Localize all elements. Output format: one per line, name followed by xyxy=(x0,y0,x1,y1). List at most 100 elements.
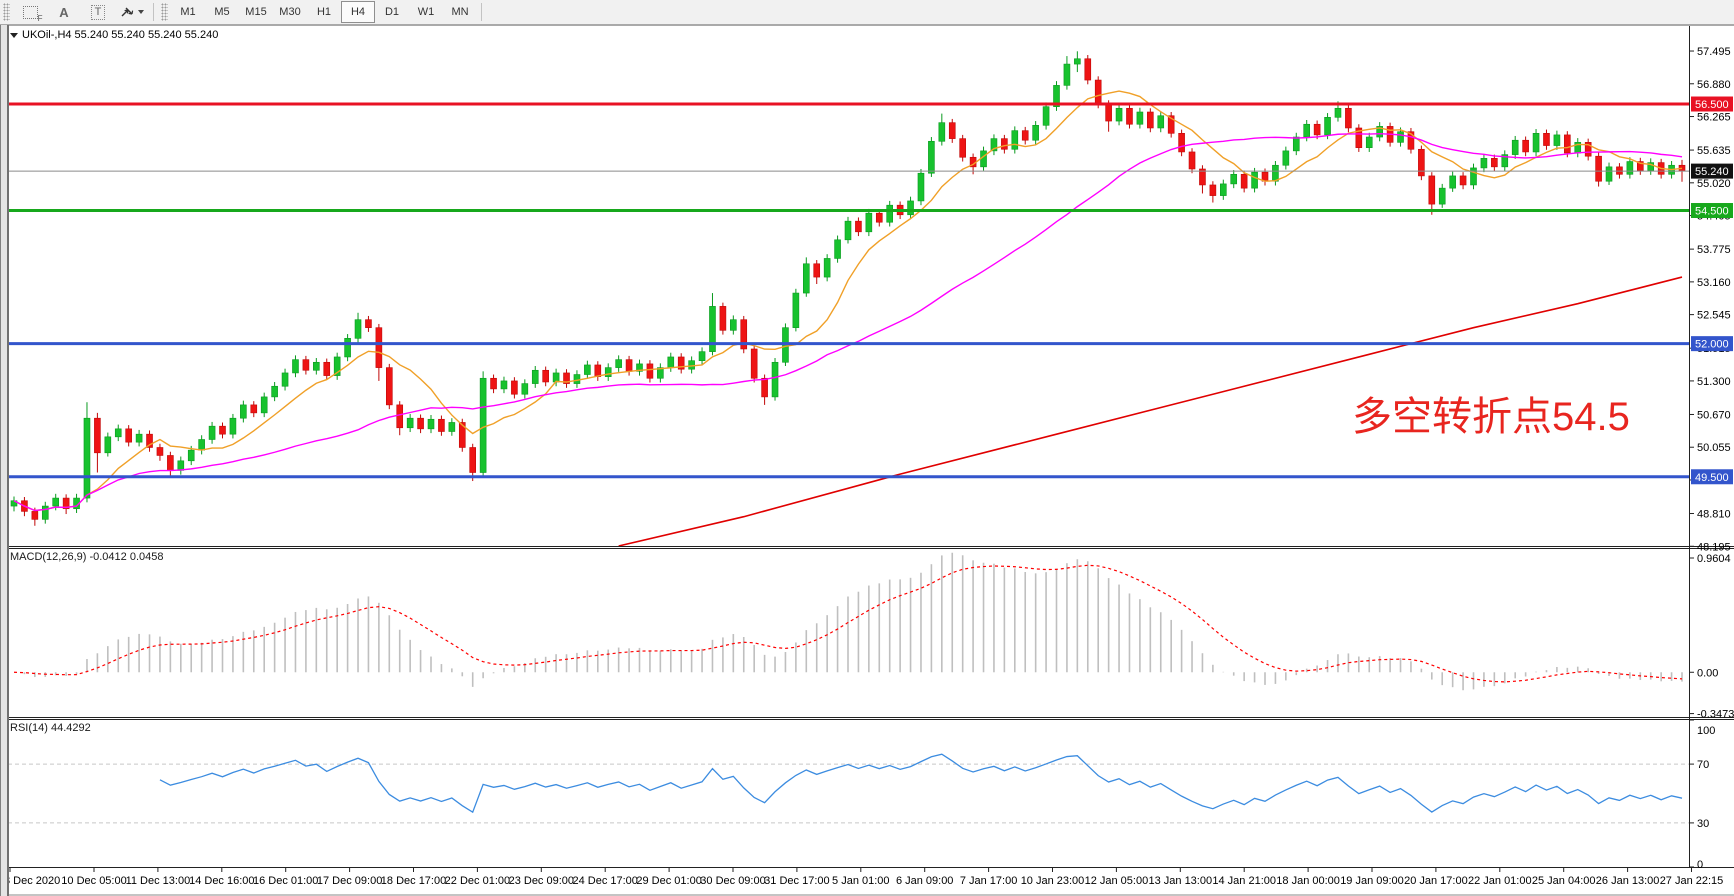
rsi-tick-label: 0 xyxy=(1697,859,1703,871)
macd-tick-label: -0.3473 xyxy=(1697,709,1734,721)
toolbar-separator xyxy=(153,3,154,21)
price-panel[interactable] xyxy=(8,26,1689,546)
tf-button-W1[interactable]: W1 xyxy=(417,6,435,18)
price-tick-label: 55.020 xyxy=(1697,178,1731,190)
rsi-tick-label: 30 xyxy=(1697,818,1709,830)
price-badge-54.500: 54.500 xyxy=(1691,203,1733,219)
tf-button-M5[interactable]: M5 xyxy=(214,6,230,18)
time-tick-label: 13 Jan 13:00 xyxy=(1148,875,1212,887)
grid-snap-button[interactable]: F xyxy=(13,1,47,23)
tf-button-D1[interactable]: D1 xyxy=(384,6,400,18)
time-tick-label: 18 Jan 00:00 xyxy=(1276,875,1340,887)
price-badge-text: 49.500 xyxy=(1695,472,1729,484)
time-tick-label: 6 Jan 09:00 xyxy=(896,875,954,887)
macd-tick-label: 0.9604 xyxy=(1697,553,1731,565)
price-tick-label: 50.055 xyxy=(1697,442,1731,454)
price-badge-52.000: 52.000 xyxy=(1691,336,1733,352)
font-a-icon: A xyxy=(59,4,69,20)
tf-button-M30[interactable]: M30 xyxy=(279,6,301,18)
toolbar-drag-handle-2[interactable] xyxy=(161,3,168,21)
grid-icon-label: F xyxy=(37,13,43,23)
time-tick-label: 14 Dec 16:00 xyxy=(189,875,254,887)
rsi-tick-label: 70 xyxy=(1697,759,1709,771)
price-tick-label: 48.810 xyxy=(1697,509,1731,521)
time-tick-label: 26 Jan 13:00 xyxy=(1596,875,1660,887)
chart-title: UKOil-,H4 55.240 55.240 55.240 55.240 xyxy=(22,29,219,41)
price-tick-label: 55.635 xyxy=(1697,145,1731,157)
ma-long-line[interactable] xyxy=(618,276,1683,547)
rsi-indicator-label: RSI(14) 44.4292 xyxy=(10,722,91,734)
time-tick-label: 11 Dec 13:00 xyxy=(126,875,191,887)
time-tick-label: 25 Jan 04:00 xyxy=(1532,875,1596,887)
rsi-tick-label: 100 xyxy=(1697,725,1715,737)
time-tick-label: 16 Dec 01:00 xyxy=(253,875,318,887)
rsi-line xyxy=(159,753,1683,814)
time-tick-label: 10 Jan 23:00 xyxy=(1021,875,1085,887)
macd-signal-line xyxy=(13,564,1683,683)
price-tick-label: 53.160 xyxy=(1697,277,1731,289)
candlestick-series xyxy=(10,51,1686,526)
time-tick-label: 22 Jan 01:00 xyxy=(1468,875,1532,887)
time-tick-label: 29 Dec 01:00 xyxy=(636,875,701,887)
ma-fast-line[interactable] xyxy=(13,90,1683,512)
annotation-text[interactable]: 多空转折点54.5 xyxy=(1352,395,1630,439)
window-left-splitter[interactable] xyxy=(0,25,9,896)
cursor-arrows-icon xyxy=(121,7,134,17)
time-tick-label: 22 Dec 01:00 xyxy=(445,875,510,887)
time-tick-label: 24 Dec 17:00 xyxy=(572,875,637,887)
time-tick-label: 30 Dec 09:00 xyxy=(700,875,765,887)
price-badge-55.240: 55.240 xyxy=(1691,163,1733,179)
price-badge-text: 52.000 xyxy=(1695,339,1729,351)
time-tick-label: 10 Dec 05:00 xyxy=(61,875,126,887)
price-tick-label: 53.775 xyxy=(1697,244,1731,256)
time-tick-label: 8 Dec 2020 xyxy=(4,875,60,887)
price-tick-label: 56.265 xyxy=(1697,112,1731,124)
toolbar-drag-handle[interactable] xyxy=(3,3,10,21)
rsi-panel[interactable] xyxy=(8,720,1689,867)
price-badge-56.500: 56.500 xyxy=(1691,96,1733,112)
price-tick-label: 57.495 xyxy=(1697,46,1731,58)
time-tick-label: 14 Jan 21:00 xyxy=(1212,875,1276,887)
macd-indicator-label: MACD(12,26,9) -0.0412 0.0458 xyxy=(10,551,164,563)
price-tick-label: 48.195 xyxy=(1697,541,1731,553)
text-label-icon: T xyxy=(90,4,106,20)
macd-histogram xyxy=(23,552,1683,691)
price-badge-text: 56.500 xyxy=(1695,99,1729,111)
time-tick-label: 7 Jan 17:00 xyxy=(960,875,1018,887)
symbol-dropdown-caret[interactable] xyxy=(10,32,18,38)
time-tick-label: 27 Jan 22:15 xyxy=(1660,875,1724,887)
price-tick-label: 50.670 xyxy=(1697,409,1731,421)
toolbar-separator-2 xyxy=(481,3,482,21)
tf-button-M15[interactable]: M15 xyxy=(245,6,267,18)
chart-title-row: UKOil-,H4 55.240 55.240 55.240 55.240 xyxy=(10,29,218,41)
tf-button-H4[interactable]: H4 xyxy=(341,1,375,23)
time-tick-label: 31 Dec 17:00 xyxy=(764,875,829,887)
time-tick-label: 17 Dec 09:00 xyxy=(317,875,382,887)
text-label-button[interactable]: T xyxy=(81,1,115,23)
ma-mid-line[interactable] xyxy=(13,132,1683,512)
tf-button-MN[interactable]: MN xyxy=(451,6,469,18)
cursor-arrows-button[interactable] xyxy=(115,1,149,23)
tf-button-H1[interactable]: H1 xyxy=(316,6,332,18)
top-toolbar: F A T M1 M5 M15 M30 H1 H4 D1 W1 MN xyxy=(0,0,1734,25)
time-tick-label: 23 Dec 09:00 xyxy=(509,875,574,887)
price-tick-label: 51.300 xyxy=(1697,376,1731,388)
time-tick-label: 12 Jan 05:00 xyxy=(1085,875,1149,887)
price-tick-label: 52.545 xyxy=(1697,310,1731,322)
price-badge-text: 54.500 xyxy=(1695,206,1729,218)
grid-icon: F xyxy=(22,5,43,23)
time-tick-label: 19 Jan 09:00 xyxy=(1340,875,1404,887)
price-badge-49.500: 49.500 xyxy=(1691,469,1733,485)
price-badge-text: 55.240 xyxy=(1695,166,1729,178)
tf-button-M1[interactable]: M1 xyxy=(180,6,196,18)
macd-tick-label: 0.00 xyxy=(1697,667,1718,679)
time-tick-label: 20 Jan 17:00 xyxy=(1404,875,1468,887)
timeframe-toolbar: M1 M5 M15 M30 H1 H4 D1 W1 MN xyxy=(171,1,477,23)
time-tick-label: 18 Dec 17:00 xyxy=(381,875,446,887)
dropdown-caret-icon[interactable] xyxy=(138,10,144,14)
font-button[interactable]: A xyxy=(47,1,81,23)
price-tick-label: 56.880 xyxy=(1697,79,1731,91)
time-tick-label: 5 Jan 01:00 xyxy=(832,875,890,887)
